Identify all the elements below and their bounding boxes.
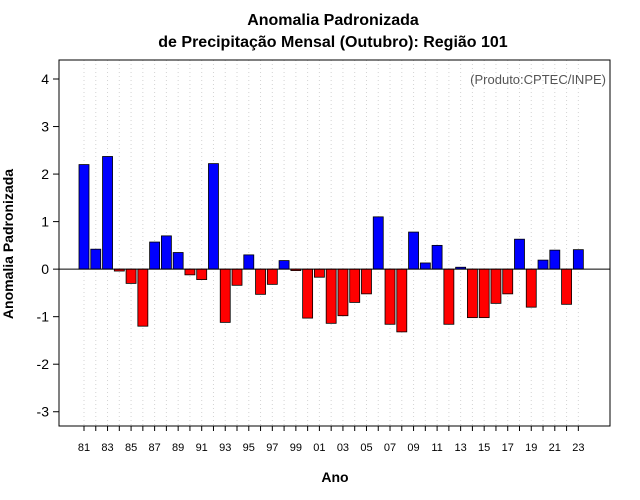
x-tick-label: 05: [360, 442, 372, 454]
bar-18: [514, 238, 525, 270]
bar-02: [325, 268, 337, 324]
y-tick-label: 2: [41, 166, 49, 182]
y-tick-label: 0: [41, 261, 49, 277]
chart-title-line2: de Precipitação Mensal (Outubro): Região…: [158, 34, 508, 51]
y-tick-label: -2: [37, 356, 50, 372]
bar-90: [184, 268, 196, 276]
source-annotation: (Produto:CPTEC/INPE): [470, 72, 606, 87]
bar-98: [278, 260, 290, 270]
bar-81: [78, 164, 90, 270]
y-tick-label: 4: [41, 71, 49, 87]
x-tick-label: 17: [502, 442, 514, 454]
x-tick-label: 13: [455, 442, 467, 454]
x-tick-label: 97: [266, 442, 278, 454]
y-tick-label: -3: [37, 404, 50, 420]
bars: [78, 156, 584, 333]
x-tick-label: 21: [549, 442, 561, 454]
x-tick-label: 81: [78, 442, 90, 454]
bar-87: [149, 241, 161, 270]
bar-06: [372, 216, 384, 270]
x-tick-label: 95: [243, 442, 255, 454]
bar-17: [502, 268, 514, 295]
bar-21: [549, 249, 561, 270]
bar-89: [172, 252, 184, 270]
bar-94: [231, 268, 243, 286]
y-tick-label: 1: [41, 214, 49, 230]
bar-82: [90, 248, 102, 270]
bar-04: [349, 268, 361, 303]
bar-01: [313, 268, 325, 278]
x-tick-label: 19: [525, 442, 537, 454]
bar-15: [478, 268, 490, 319]
x-tick-label: 85: [125, 442, 137, 454]
x-tick-label: 03: [337, 442, 349, 454]
x-tick-label: 93: [219, 442, 231, 454]
plot-frame: [58, 59, 611, 427]
bar-10: [419, 262, 431, 270]
y-axis-label: Anomalia Padronizada: [0, 169, 16, 319]
bar-19: [525, 268, 537, 308]
bar-09: [408, 231, 419, 270]
y-tick-label: 3: [41, 119, 49, 135]
bar-00: [302, 268, 314, 319]
bar-91: [196, 268, 208, 280]
x-tick-label: 07: [384, 442, 396, 454]
x-axis: 81 83 85 87 89 91 93 95 97 99 01 03 05 07 09 11 13 15 17 19…: [78, 426, 584, 454]
bar-86: [137, 268, 149, 327]
bar-88: [160, 235, 172, 270]
chart-title-line1: Anomalia Padronizada: [247, 12, 419, 29]
y-axis: -3 -2 -1 0 1 2 3 4: [37, 71, 59, 420]
bar-93: [219, 268, 231, 323]
x-tick-label: 01: [313, 442, 325, 454]
x-tick-label: 15: [478, 442, 490, 454]
bar-11: [431, 244, 443, 270]
bar-22: [561, 268, 572, 305]
x-tick-label: 99: [290, 442, 302, 454]
bar-85: [125, 268, 137, 284]
bar-12: [443, 268, 455, 325]
bar-83: [102, 156, 113, 270]
bar-97: [266, 268, 278, 285]
bar-96: [255, 268, 266, 295]
bar-23: [572, 249, 584, 270]
x-tick-label: 89: [172, 442, 184, 454]
x-tick-label: 23: [572, 442, 584, 454]
bar-08: [396, 268, 408, 333]
bar-05: [361, 268, 372, 295]
bar-07: [384, 268, 396, 325]
bar-92: [208, 163, 219, 270]
x-tick-label: 11: [431, 442, 442, 454]
x-tick-label: 09: [407, 442, 419, 454]
y-tick-label: -1: [37, 309, 50, 325]
grid: [83, 60, 579, 426]
bar-14: [467, 268, 478, 319]
x-axis-label: Ano: [321, 469, 348, 485]
bar-95: [243, 254, 255, 270]
x-tick-label: 87: [148, 442, 160, 454]
bar-16: [490, 268, 502, 304]
x-tick-label: 83: [101, 442, 113, 454]
bar-20: [537, 259, 549, 270]
x-tick-label: 91: [196, 442, 208, 454]
bar-03: [337, 268, 349, 317]
